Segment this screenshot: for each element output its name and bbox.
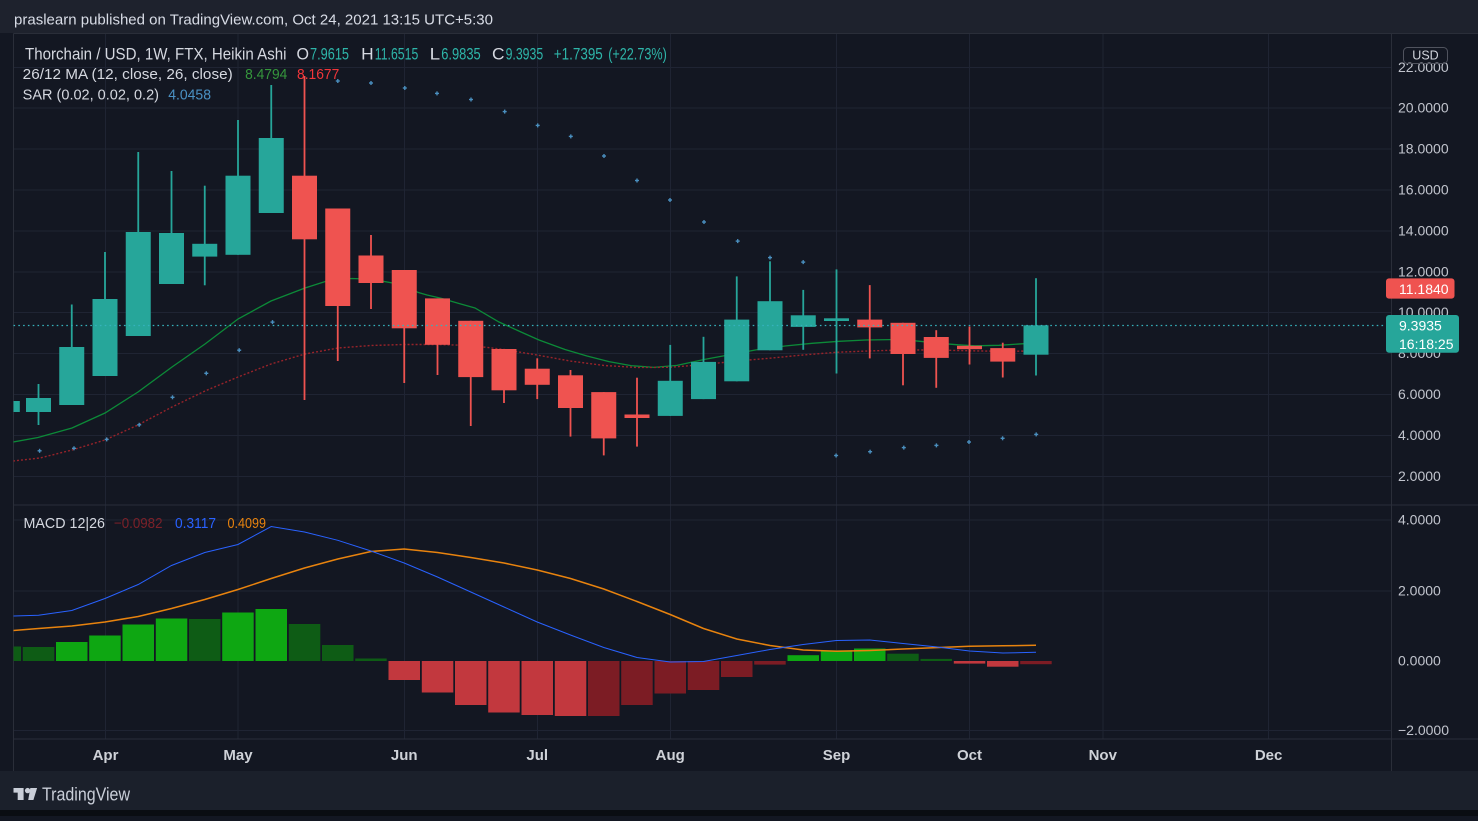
svg-text:+1.7395: +1.7395: [554, 44, 603, 63]
svg-text:−2.0000: −2.0000: [1398, 722, 1449, 738]
svg-text:4.0458: 4.0458: [168, 88, 211, 104]
svg-text:Jul: Jul: [526, 747, 548, 764]
svg-text:Jun: Jun: [391, 747, 418, 764]
svg-text:Nov: Nov: [1089, 747, 1118, 764]
svg-text:11.1840: 11.1840: [1399, 281, 1449, 297]
svg-text:Aug: Aug: [656, 747, 685, 764]
svg-text:0.4099: 0.4099: [228, 516, 267, 532]
svg-text:14.0000: 14.0000: [1398, 222, 1449, 238]
svg-text:Oct: Oct: [957, 747, 982, 764]
svg-text:8.1677: 8.1677: [297, 67, 339, 83]
svg-text:praslearn published on Trading: praslearn published on TradingView.com, …: [14, 13, 493, 29]
svg-text:16.0000: 16.0000: [1398, 182, 1449, 198]
svg-text:22.0000: 22.0000: [1398, 59, 1449, 75]
svg-text:4.0000: 4.0000: [1398, 512, 1441, 528]
svg-text:0.0000: 0.0000: [1398, 653, 1441, 669]
svg-text:−0.0982: −0.0982: [114, 516, 163, 532]
svg-text:26/12 MA (12, close, 26, close: 26/12 MA (12, close, 26, close): [23, 67, 233, 83]
svg-text:12.0000: 12.0000: [1398, 263, 1449, 279]
svg-text:O: O: [297, 44, 310, 63]
svg-text:6.9835: 6.9835: [441, 44, 481, 63]
svg-text:16:18:25: 16:18:25: [1399, 336, 1454, 352]
svg-text:Dec: Dec: [1255, 747, 1283, 764]
svg-text:8.4794: 8.4794: [245, 67, 287, 83]
svg-text:L: L: [430, 44, 441, 63]
svg-text:Apr: Apr: [93, 747, 119, 764]
svg-text:2.0000: 2.0000: [1398, 582, 1441, 598]
svg-text:20.0000: 20.0000: [1398, 100, 1449, 116]
svg-text:(+22.73%): (+22.73%): [608, 44, 667, 63]
svg-text:7.9615: 7.9615: [310, 44, 349, 63]
svg-text:18.0000: 18.0000: [1398, 141, 1449, 157]
svg-text:11.6515: 11.6515: [375, 44, 419, 63]
svg-text:Sep: Sep: [823, 747, 851, 764]
svg-text:TradingView: TradingView: [42, 785, 131, 805]
svg-text:USD: USD: [1412, 49, 1438, 63]
svg-text:0.3117: 0.3117: [175, 516, 216, 532]
svg-text:MACD 12|26: MACD 12|26: [24, 516, 106, 532]
svg-text:May: May: [223, 747, 253, 764]
svg-text:H: H: [361, 44, 374, 63]
svg-text:6.0000: 6.0000: [1398, 386, 1441, 402]
svg-text:C: C: [492, 44, 505, 63]
svg-text:9.3935: 9.3935: [506, 44, 544, 63]
svg-text:9.3935: 9.3935: [1399, 318, 1442, 334]
svg-text:SAR (0.02, 0.02, 0.2): SAR (0.02, 0.02, 0.2): [23, 88, 159, 104]
svg-text:2.0000: 2.0000: [1398, 468, 1441, 484]
svg-text:4.0000: 4.0000: [1398, 427, 1441, 443]
svg-text:Thorchain / USD, 1W, FTX, Heik: Thorchain / USD, 1W, FTX, Heikin Ashi: [25, 44, 287, 63]
